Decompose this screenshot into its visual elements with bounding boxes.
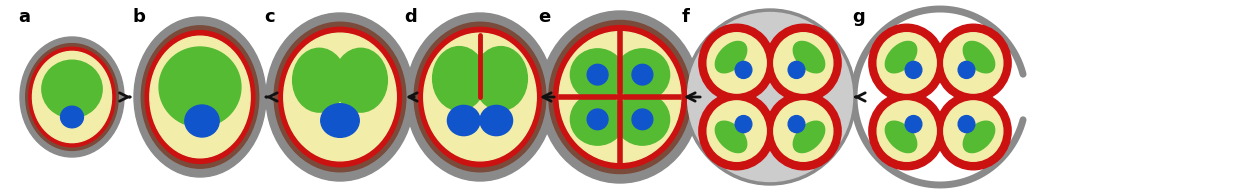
Ellipse shape bbox=[958, 116, 975, 133]
Ellipse shape bbox=[540, 11, 700, 183]
Ellipse shape bbox=[944, 33, 1003, 93]
Ellipse shape bbox=[554, 26, 686, 168]
Ellipse shape bbox=[698, 92, 775, 170]
Ellipse shape bbox=[716, 42, 747, 73]
Ellipse shape bbox=[944, 101, 1003, 161]
Ellipse shape bbox=[765, 24, 842, 102]
Text: a: a bbox=[19, 8, 30, 26]
Ellipse shape bbox=[632, 109, 653, 130]
Ellipse shape bbox=[616, 49, 670, 100]
Ellipse shape bbox=[687, 13, 853, 181]
Ellipse shape bbox=[587, 109, 608, 130]
Ellipse shape bbox=[885, 42, 917, 73]
Ellipse shape bbox=[57, 88, 88, 114]
Text: e: e bbox=[538, 8, 550, 26]
Ellipse shape bbox=[789, 116, 805, 133]
Ellipse shape bbox=[570, 49, 624, 100]
Ellipse shape bbox=[284, 33, 396, 161]
Ellipse shape bbox=[774, 33, 833, 93]
Ellipse shape bbox=[418, 27, 542, 167]
Ellipse shape bbox=[735, 116, 752, 133]
Ellipse shape bbox=[765, 92, 842, 170]
Ellipse shape bbox=[632, 64, 653, 85]
Ellipse shape bbox=[292, 48, 346, 112]
Ellipse shape bbox=[885, 121, 917, 152]
Ellipse shape bbox=[935, 24, 1011, 102]
Ellipse shape bbox=[869, 92, 944, 170]
Ellipse shape bbox=[707, 33, 766, 93]
Ellipse shape bbox=[570, 94, 624, 145]
Ellipse shape bbox=[877, 101, 937, 161]
Text: f: f bbox=[682, 8, 690, 26]
Ellipse shape bbox=[423, 33, 537, 161]
Ellipse shape bbox=[789, 61, 805, 78]
Ellipse shape bbox=[684, 9, 856, 185]
Ellipse shape bbox=[141, 26, 259, 168]
Ellipse shape bbox=[433, 47, 486, 110]
Ellipse shape bbox=[26, 44, 118, 150]
Ellipse shape bbox=[185, 105, 220, 137]
Ellipse shape bbox=[321, 104, 359, 137]
Ellipse shape bbox=[279, 27, 401, 167]
Ellipse shape bbox=[793, 42, 824, 73]
Ellipse shape bbox=[964, 121, 995, 152]
Ellipse shape bbox=[549, 20, 691, 174]
Ellipse shape bbox=[793, 121, 824, 152]
Ellipse shape bbox=[616, 94, 670, 145]
Text: g: g bbox=[851, 8, 865, 26]
Ellipse shape bbox=[877, 33, 937, 93]
Ellipse shape bbox=[698, 24, 775, 102]
Ellipse shape bbox=[559, 32, 681, 162]
Ellipse shape bbox=[32, 51, 111, 143]
Ellipse shape bbox=[42, 60, 102, 118]
Ellipse shape bbox=[267, 13, 413, 181]
Ellipse shape bbox=[906, 116, 922, 133]
Ellipse shape bbox=[958, 61, 975, 78]
Ellipse shape bbox=[735, 61, 752, 78]
Text: b: b bbox=[132, 8, 144, 26]
Ellipse shape bbox=[707, 101, 766, 161]
Ellipse shape bbox=[334, 48, 387, 112]
Ellipse shape bbox=[28, 47, 115, 147]
Ellipse shape bbox=[20, 37, 123, 157]
Ellipse shape bbox=[587, 64, 608, 85]
Ellipse shape bbox=[176, 81, 223, 123]
Ellipse shape bbox=[146, 31, 254, 163]
Ellipse shape bbox=[935, 92, 1011, 170]
Text: d: d bbox=[404, 8, 417, 26]
Ellipse shape bbox=[149, 36, 251, 158]
Ellipse shape bbox=[274, 22, 406, 172]
Ellipse shape bbox=[480, 105, 512, 136]
Ellipse shape bbox=[474, 47, 527, 110]
Text: c: c bbox=[264, 8, 275, 26]
Ellipse shape bbox=[774, 101, 833, 161]
Ellipse shape bbox=[906, 61, 922, 78]
Ellipse shape bbox=[406, 13, 554, 181]
Ellipse shape bbox=[448, 105, 480, 136]
Ellipse shape bbox=[964, 42, 995, 73]
Ellipse shape bbox=[60, 106, 84, 128]
Ellipse shape bbox=[716, 121, 747, 152]
Ellipse shape bbox=[159, 47, 241, 127]
Ellipse shape bbox=[869, 24, 944, 102]
Ellipse shape bbox=[415, 22, 545, 172]
Ellipse shape bbox=[135, 17, 267, 177]
